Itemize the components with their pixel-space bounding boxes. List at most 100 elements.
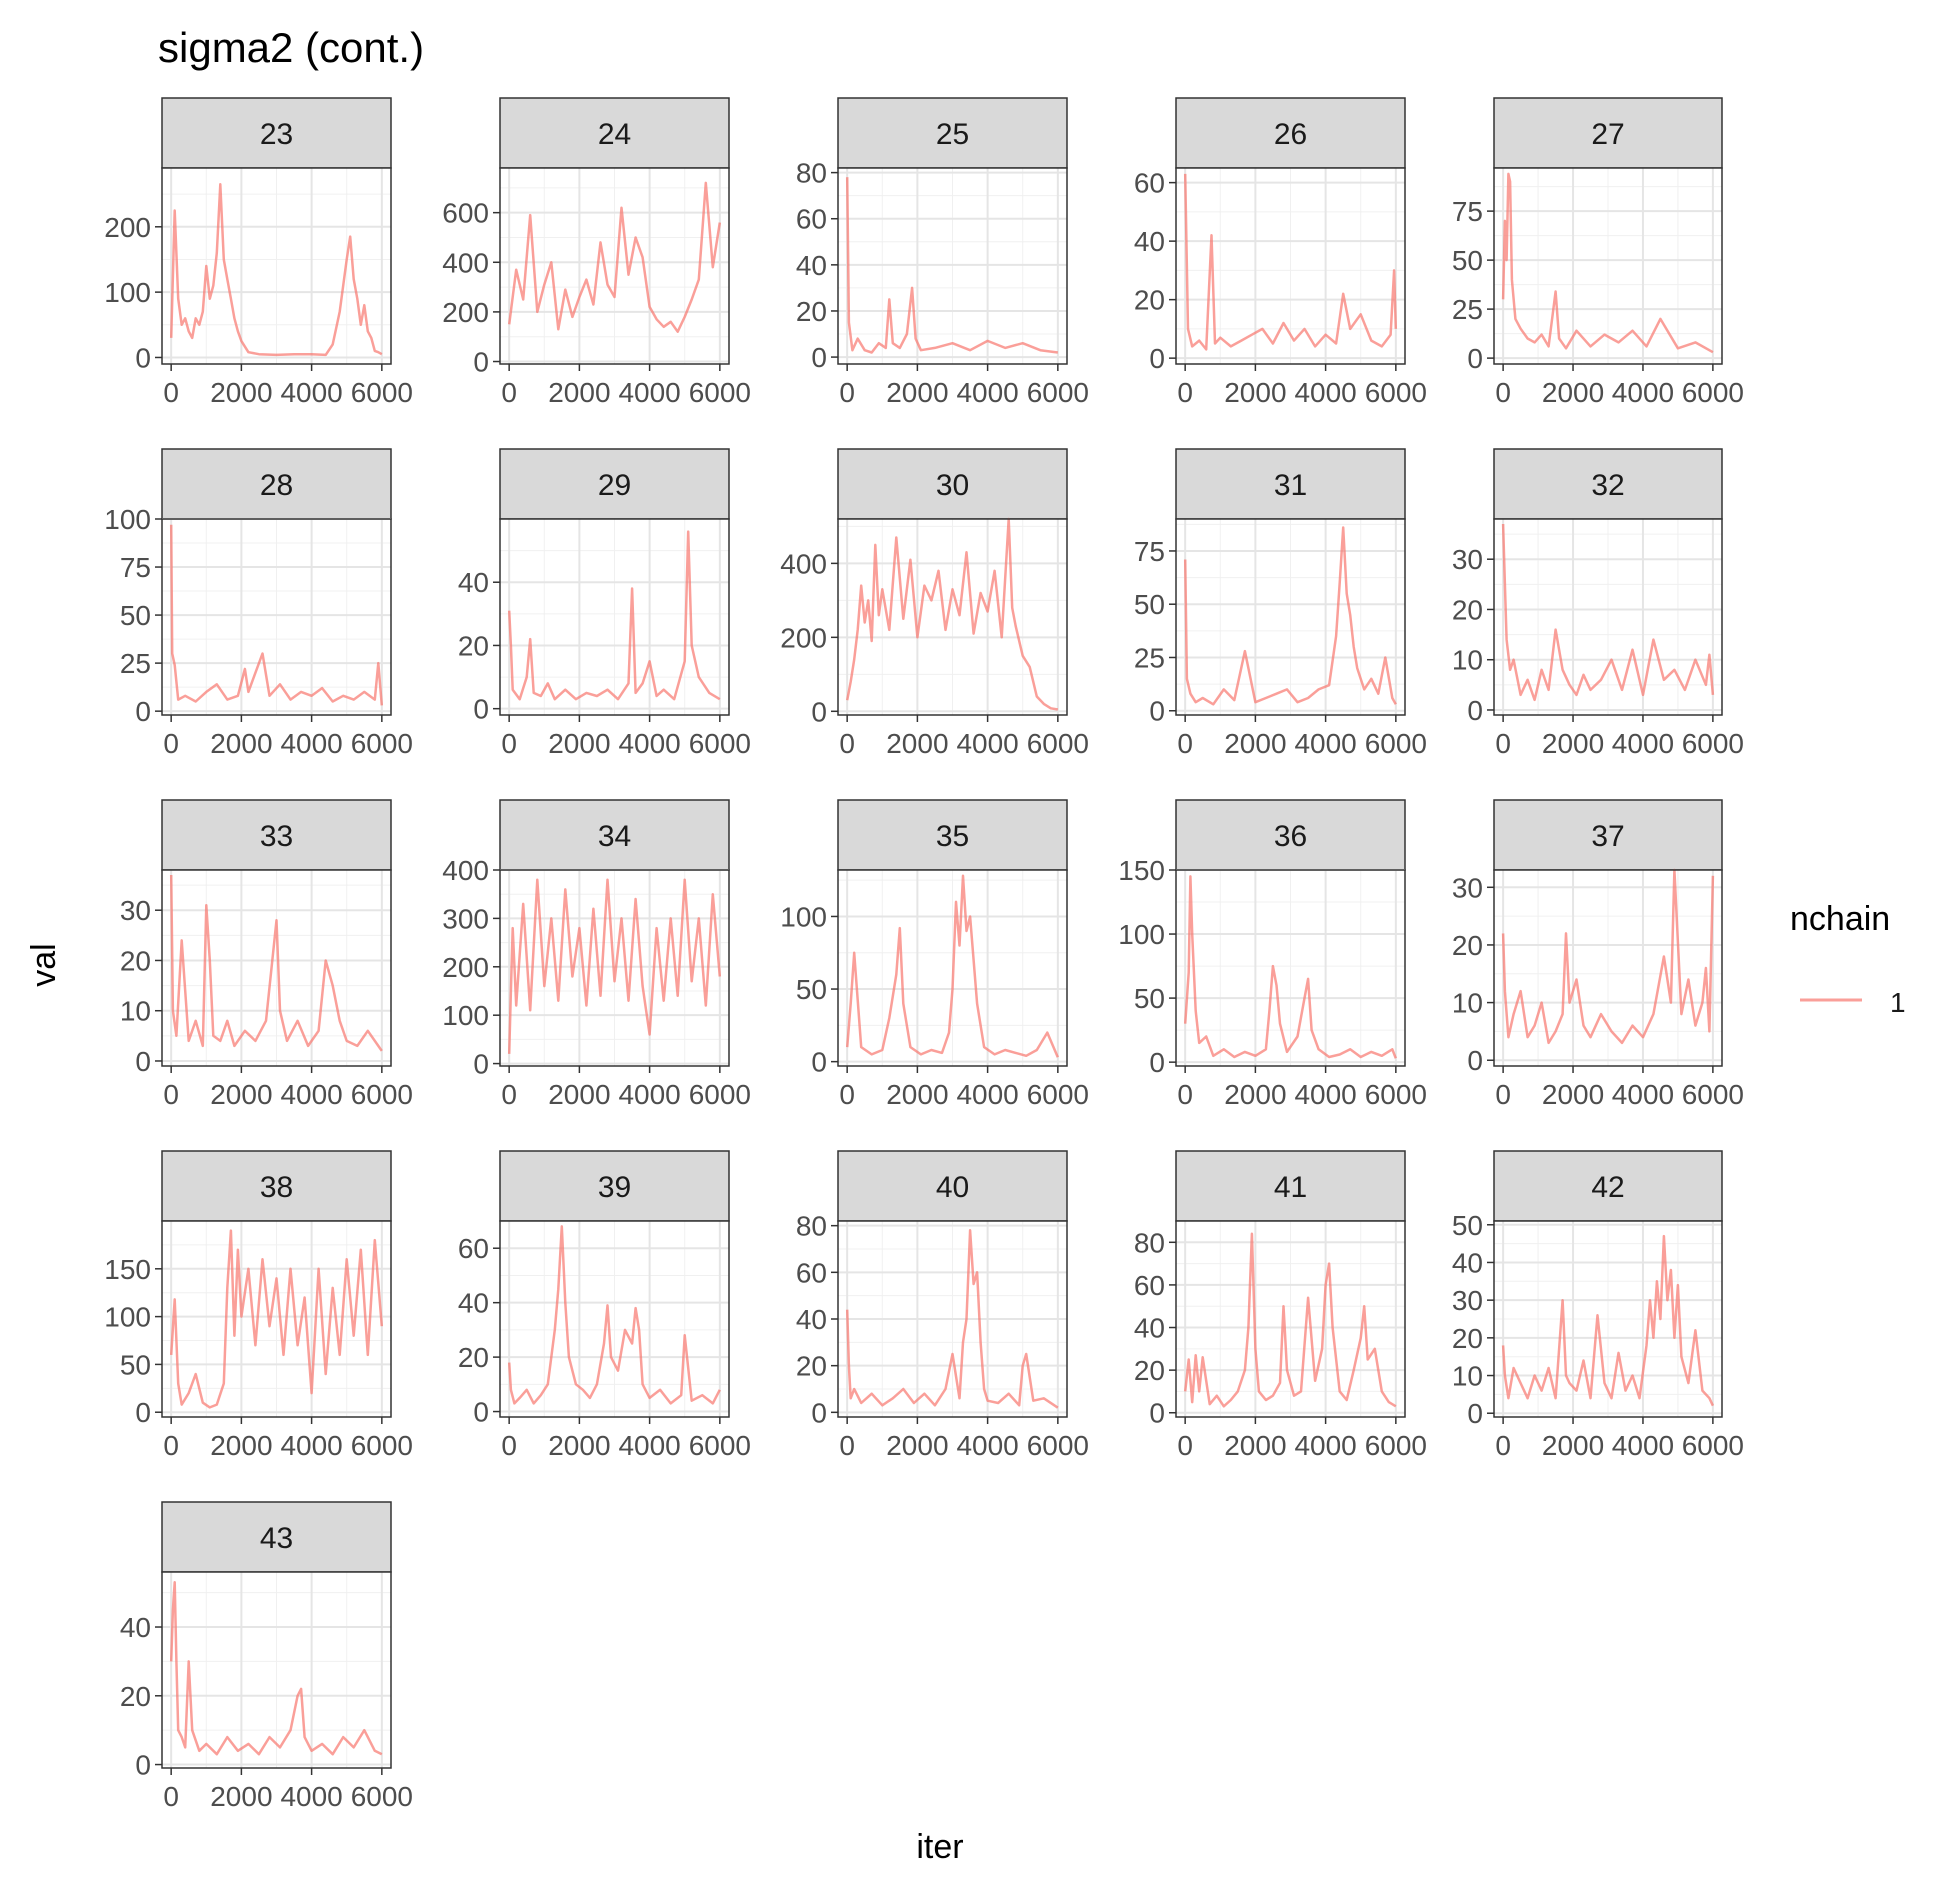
x-tick-label: 4000 xyxy=(1612,1430,1674,1461)
panel-border xyxy=(1175,1220,1406,1418)
facet-strip-label: 29 xyxy=(598,469,631,502)
panel-border xyxy=(1175,518,1406,716)
x-tick-label: 6000 xyxy=(1027,1079,1089,1110)
y-tick-label: 400 xyxy=(442,247,489,278)
y-tick-label: 0 xyxy=(473,694,489,725)
facet-panel: 27 0 25 50 75 0 2000 4000 6000 xyxy=(1452,97,1744,408)
y-tick-label: 100 xyxy=(104,277,151,308)
x-tick-label: 2000 xyxy=(1542,1079,1604,1110)
y-tick-label: 40 xyxy=(796,250,827,281)
legend: nchain 1 xyxy=(1790,900,1906,1018)
x-tick-label: 0 xyxy=(163,1781,179,1812)
y-tick-label: 10 xyxy=(120,996,151,1027)
x-tick-label: 6000 xyxy=(1027,377,1089,408)
facet-strip xyxy=(499,1150,730,1222)
y-tick-label: 20 xyxy=(458,630,489,661)
facet-strip-label: 30 xyxy=(936,469,969,502)
panel-border xyxy=(1175,869,1406,1067)
x-tick-label: 0 xyxy=(501,1430,517,1461)
panel-border xyxy=(161,518,392,716)
facet-strip-label: 31 xyxy=(1274,469,1307,502)
trace-line xyxy=(1183,173,1398,351)
panel-border xyxy=(499,167,730,365)
y-tick-label: 60 xyxy=(796,1257,827,1288)
y-tick-label: 60 xyxy=(458,1233,489,1264)
x-tick-label: 6000 xyxy=(1682,728,1744,759)
y-tick-label: 60 xyxy=(796,204,827,235)
y-tick-label: 600 xyxy=(442,198,489,229)
panel-border xyxy=(837,869,1068,1067)
x-tick-label: 2000 xyxy=(1542,1430,1604,1461)
y-tick-label: 50 xyxy=(1134,589,1165,620)
x-tick-label: 6000 xyxy=(1365,377,1427,408)
x-tick-label: 4000 xyxy=(956,377,1018,408)
chart-title: sigma2 (cont.) xyxy=(158,24,424,71)
y-tick-label: 30 xyxy=(1452,544,1483,575)
trace-line xyxy=(845,874,1059,1058)
facet-panel: 36 0 50 100 150 0 2000 4000 6000 xyxy=(1118,799,1427,1110)
facet-strip xyxy=(837,448,1068,520)
facet-strip-label: 42 xyxy=(1591,1171,1624,1204)
facet-panel: 25 0 20 40 60 80 0 2000 4000 6000 xyxy=(796,97,1089,408)
x-tick-label: 2000 xyxy=(886,1079,948,1110)
panel-border xyxy=(1175,167,1406,365)
x-tick-label: 6000 xyxy=(1682,1430,1744,1461)
facet-strip-label: 40 xyxy=(936,1171,969,1204)
facet-strip xyxy=(1175,97,1406,169)
facet-strip xyxy=(1493,1150,1723,1222)
facet-strip-label: 38 xyxy=(260,1171,293,1204)
facet-strip-label: 32 xyxy=(1591,469,1624,502)
x-tick-label: 2000 xyxy=(1224,377,1286,408)
facet-strip xyxy=(499,799,730,871)
x-tick-label: 4000 xyxy=(280,1781,342,1812)
x-tick-label: 6000 xyxy=(1027,1430,1089,1461)
y-tick-label: 100 xyxy=(104,1302,151,1333)
y-tick-label: 150 xyxy=(1118,855,1165,886)
y-tick-label: 100 xyxy=(442,1000,489,1031)
y-tick-label: 0 xyxy=(473,1397,489,1428)
x-tick-label: 4000 xyxy=(1612,728,1674,759)
y-tick-label: 10 xyxy=(1452,988,1483,1019)
x-tick-label: 0 xyxy=(501,1079,517,1110)
x-axis-label: iter xyxy=(916,1828,963,1866)
y-tick-label: 100 xyxy=(104,504,151,535)
panel-border xyxy=(499,518,730,716)
facet-strip-label: 28 xyxy=(260,469,293,502)
x-tick-label: 6000 xyxy=(1682,1079,1744,1110)
facet-strip-label: 25 xyxy=(936,118,969,151)
facet-panel: 37 0 10 20 30 0 2000 4000 6000 xyxy=(1452,799,1744,1110)
panel-border xyxy=(1493,167,1723,365)
y-tick-label: 300 xyxy=(442,903,489,934)
facet-strip xyxy=(161,1501,392,1573)
facet-strip xyxy=(499,97,730,169)
facet-strip xyxy=(161,799,392,871)
y-tick-label: 200 xyxy=(780,622,827,653)
x-tick-label: 4000 xyxy=(1612,377,1674,408)
x-tick-label: 2000 xyxy=(548,1079,610,1110)
y-tick-label: 20 xyxy=(1452,1323,1483,1354)
x-tick-label: 4000 xyxy=(1294,377,1356,408)
y-tick-label: 0 xyxy=(1467,1045,1483,1076)
panel-border xyxy=(837,167,1068,365)
y-tick-label: 75 xyxy=(1452,196,1483,227)
y-tick-label: 0 xyxy=(135,696,151,727)
y-tick-label: 20 xyxy=(120,945,151,976)
y-tick-label: 0 xyxy=(811,342,827,373)
facet-strip xyxy=(837,799,1068,871)
y-tick-label: 40 xyxy=(1134,226,1165,257)
x-tick-label: 6000 xyxy=(1365,1079,1427,1110)
facet-strip xyxy=(1175,799,1406,871)
y-tick-label: 80 xyxy=(796,158,827,189)
x-tick-label: 2000 xyxy=(548,377,610,408)
x-tick-label: 4000 xyxy=(618,377,680,408)
y-axis-label: val xyxy=(25,943,63,986)
y-tick-label: 40 xyxy=(1452,1247,1483,1278)
x-tick-label: 0 xyxy=(839,377,855,408)
x-tick-label: 0 xyxy=(163,1079,179,1110)
facet-strip xyxy=(1493,448,1723,520)
y-tick-label: 0 xyxy=(1467,343,1483,374)
trace-line xyxy=(1183,875,1397,1059)
x-tick-label: 2000 xyxy=(210,728,272,759)
